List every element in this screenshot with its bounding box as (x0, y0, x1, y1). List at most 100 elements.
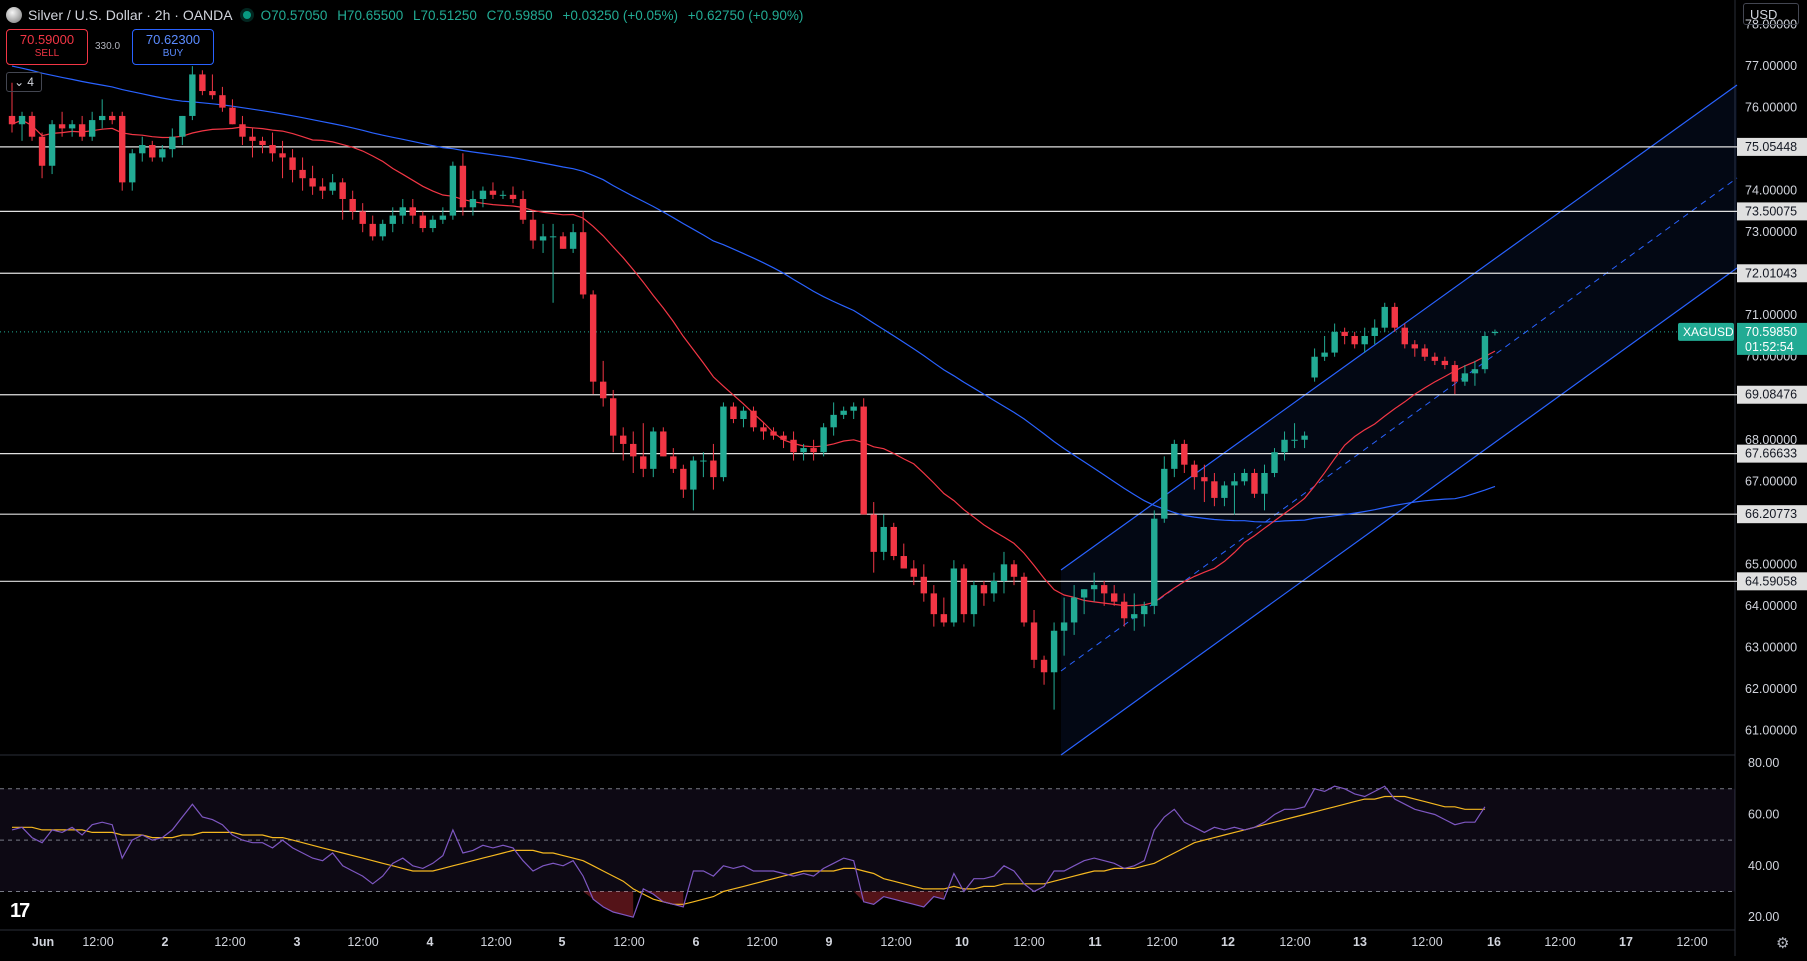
candle-body (1331, 331, 1338, 353)
candle-body (129, 153, 136, 183)
candle-body (920, 576, 928, 594)
candle-body (1080, 589, 1088, 598)
candle-body (990, 580, 998, 594)
candle-body (199, 74, 206, 92)
last-price-label: 70.59850 (1745, 325, 1797, 339)
candle-body (1391, 306, 1398, 328)
time-tick-label: 5 (559, 935, 566, 949)
last-price-box (1737, 322, 1807, 355)
time-tick-label: 13 (1353, 935, 1367, 949)
level-label: 75.05448 (1745, 140, 1797, 154)
candle-body (810, 448, 817, 453)
candle-body (660, 431, 667, 457)
candle-body (1491, 331, 1499, 334)
candle-body (8, 115, 16, 125)
candle-body (670, 456, 677, 469)
symbol-tag: XAGUSD (1683, 325, 1734, 339)
candle-body (68, 124, 76, 129)
level-label-box (1737, 385, 1807, 404)
candle-body (539, 236, 547, 241)
candle-body (119, 115, 126, 183)
candle-body (760, 427, 767, 432)
price-tick-label: 77.00000 (1745, 59, 1797, 73)
time-tick-label: 12:00 (347, 935, 378, 949)
candle-body (1020, 576, 1028, 623)
price-tick-label: 61.00000 (1745, 723, 1797, 737)
rsi-ma-line (12, 795, 1485, 905)
candle-body (1401, 327, 1408, 345)
candle-body (1461, 373, 1469, 382)
candle-body (1151, 518, 1158, 606)
candle-body (860, 406, 867, 515)
rsi-tick-label: 40.00 (1748, 859, 1779, 873)
countdown-label: 01:52:54 (1745, 340, 1794, 354)
rsi-oversold-fill (583, 891, 944, 918)
moving-average-blue (11, 65, 1496, 523)
candle-body (309, 178, 316, 187)
candle-body (599, 381, 607, 399)
high-value: H70.65500 (337, 7, 404, 23)
channel-lower-line (1060, 267, 1738, 756)
sell-button[interactable]: 70.59000 SELL (6, 29, 88, 65)
candle-body (1000, 564, 1008, 581)
price-tick-label: 71.00000 (1745, 308, 1797, 322)
candle-body (279, 153, 286, 158)
candle-body (1281, 439, 1288, 453)
candle-body (950, 568, 958, 623)
rsi-line (11, 785, 1486, 918)
market-status-icon (242, 11, 251, 19)
candle-body (38, 136, 46, 166)
candle-body (1050, 630, 1058, 673)
candle-body (18, 115, 26, 125)
currency-select[interactable]: USD (1743, 3, 1799, 25)
candle-body (680, 468, 687, 490)
candle-body (1351, 335, 1358, 345)
buy-label: BUY (162, 48, 184, 59)
candle-body (289, 157, 296, 170)
symbol-title[interactable]: Silver / U.S. Dollar · 2h · OANDA (28, 7, 233, 23)
level-label-box (1737, 137, 1807, 156)
candle-body (259, 140, 266, 146)
level-label: 64.59058 (1745, 574, 1797, 588)
price-tick-label: 76.00000 (1745, 101, 1797, 115)
time-tick-label: 12:00 (82, 935, 113, 949)
time-tick-label: 12:00 (1411, 935, 1442, 949)
candle-body (249, 136, 256, 141)
candle-body (650, 431, 657, 469)
candle-body (269, 145, 276, 154)
indicator-count: 4 (27, 75, 34, 89)
candle-body (1141, 605, 1148, 615)
time-tick-label: 12:00 (1013, 935, 1044, 949)
candle-body (1251, 472, 1258, 494)
candle-body (610, 398, 617, 436)
indicators-collapse-button[interactable]: ⌄ 4 (6, 72, 42, 92)
candle-body (800, 448, 807, 453)
candle-body (349, 198, 356, 212)
price-tick-label: 73.00000 (1745, 225, 1797, 239)
candle-body (1321, 352, 1328, 357)
candle-body (449, 165, 457, 216)
candle-body (820, 427, 827, 453)
candle-body (1121, 601, 1128, 619)
candle-body (48, 124, 56, 166)
candle-body (1010, 564, 1018, 577)
chevron-down-icon: ⌄ (14, 75, 25, 89)
gear-icon[interactable]: ⚙ (1776, 935, 1790, 952)
candle-body (830, 414, 837, 428)
candle-body (179, 115, 186, 137)
silver-coin-icon (6, 7, 22, 23)
time-tick-label: 12:00 (1544, 935, 1575, 949)
candle-body (840, 410, 847, 415)
candle-body (980, 585, 988, 594)
candle-body (1241, 472, 1248, 482)
candle-body (419, 215, 427, 229)
symbol-tag-box (1678, 322, 1734, 341)
candle-body (1070, 597, 1078, 623)
candle-body (189, 74, 196, 116)
candle-body (620, 435, 627, 444)
candle-body (489, 190, 497, 195)
buy-button[interactable]: 70.62300 BUY (132, 29, 214, 65)
candle-body (1100, 585, 1108, 594)
time-tick-label: Jun (32, 935, 54, 949)
